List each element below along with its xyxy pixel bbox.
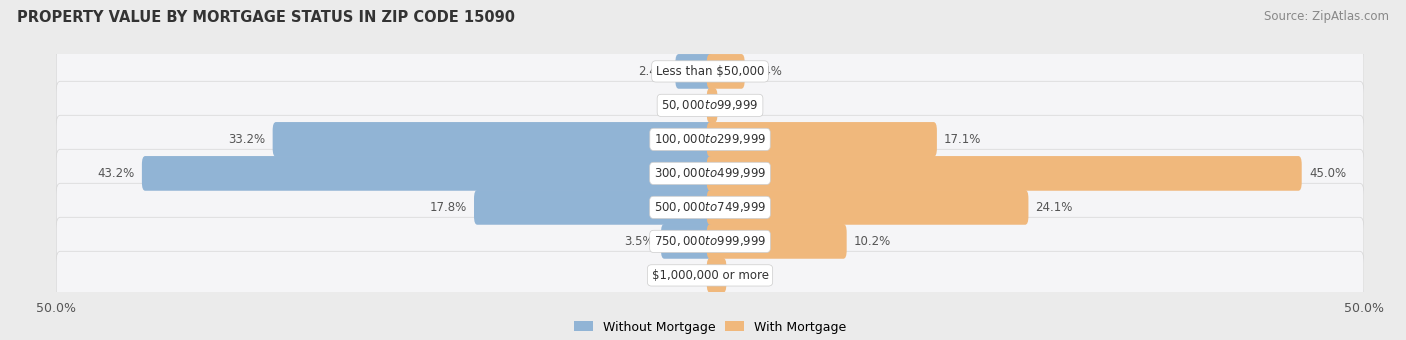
FancyBboxPatch shape <box>707 258 727 293</box>
Text: 2.4%: 2.4% <box>752 65 782 78</box>
Text: 45.0%: 45.0% <box>1309 167 1346 180</box>
Text: 17.1%: 17.1% <box>943 133 981 146</box>
Text: 33.2%: 33.2% <box>228 133 266 146</box>
Text: PROPERTY VALUE BY MORTGAGE STATUS IN ZIP CODE 15090: PROPERTY VALUE BY MORTGAGE STATUS IN ZIP… <box>17 10 515 25</box>
Text: 0.0%: 0.0% <box>669 269 700 282</box>
Text: 2.4%: 2.4% <box>638 65 668 78</box>
Text: 24.1%: 24.1% <box>1036 201 1073 214</box>
Text: Source: ZipAtlas.com: Source: ZipAtlas.com <box>1264 10 1389 23</box>
FancyBboxPatch shape <box>56 115 1364 164</box>
FancyBboxPatch shape <box>707 224 846 259</box>
FancyBboxPatch shape <box>707 156 1302 191</box>
Text: 0.32%: 0.32% <box>724 99 762 112</box>
FancyBboxPatch shape <box>675 54 713 89</box>
Text: $300,000 to $499,999: $300,000 to $499,999 <box>654 166 766 181</box>
Text: 10.2%: 10.2% <box>853 235 891 248</box>
FancyBboxPatch shape <box>56 217 1364 266</box>
FancyBboxPatch shape <box>56 47 1364 96</box>
FancyBboxPatch shape <box>707 88 717 123</box>
FancyBboxPatch shape <box>56 149 1364 198</box>
FancyBboxPatch shape <box>142 156 713 191</box>
FancyBboxPatch shape <box>56 251 1364 300</box>
FancyBboxPatch shape <box>707 190 1028 225</box>
Text: $1,000,000 or more: $1,000,000 or more <box>651 269 769 282</box>
Text: $50,000 to $99,999: $50,000 to $99,999 <box>661 98 759 113</box>
FancyBboxPatch shape <box>273 122 713 157</box>
Text: $750,000 to $999,999: $750,000 to $999,999 <box>654 234 766 249</box>
Text: $500,000 to $749,999: $500,000 to $749,999 <box>654 200 766 215</box>
Text: Less than $50,000: Less than $50,000 <box>655 65 765 78</box>
FancyBboxPatch shape <box>474 190 713 225</box>
FancyBboxPatch shape <box>707 122 936 157</box>
Text: $100,000 to $299,999: $100,000 to $299,999 <box>654 132 766 147</box>
Text: 3.5%: 3.5% <box>624 235 654 248</box>
FancyBboxPatch shape <box>661 224 713 259</box>
Text: 43.2%: 43.2% <box>97 167 135 180</box>
FancyBboxPatch shape <box>56 183 1364 232</box>
FancyBboxPatch shape <box>56 81 1364 130</box>
Text: 1.0%: 1.0% <box>734 269 763 282</box>
Text: 17.8%: 17.8% <box>430 201 467 214</box>
FancyBboxPatch shape <box>707 54 745 89</box>
Legend: Without Mortgage, With Mortgage: Without Mortgage, With Mortgage <box>569 316 851 339</box>
Text: 0.0%: 0.0% <box>669 99 700 112</box>
